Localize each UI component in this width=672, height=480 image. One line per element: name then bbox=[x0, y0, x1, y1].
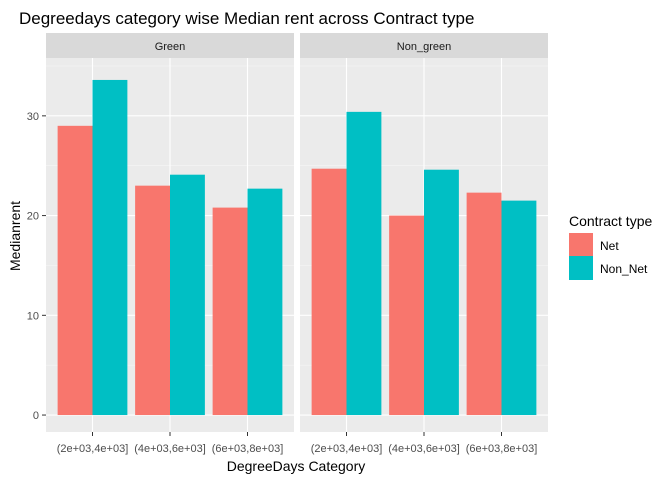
x-axis-title: DegreeDays Category bbox=[227, 458, 366, 474]
y-tick-label: 20 bbox=[27, 211, 39, 223]
facet-panels: Green (2e+03,4e+03] (4e+03,6e+03] (6e+03,8e… bbox=[27, 33, 548, 455]
facet-strip-green bbox=[46, 33, 294, 58]
bar-non-green-non-net-1 bbox=[346, 111, 382, 416]
x-tick-label: (6e+03,8e+03] bbox=[466, 443, 538, 455]
y-axis-title: Medianrent bbox=[7, 201, 23, 271]
bar-green-net-2 bbox=[135, 185, 170, 416]
legend-key-net bbox=[569, 233, 593, 257]
bar-green-net-3 bbox=[212, 207, 248, 416]
y-tick-label: 10 bbox=[27, 310, 39, 322]
x-tick-label: (2e+03,4e+03] bbox=[57, 443, 129, 455]
legend-key-non-net bbox=[569, 256, 593, 280]
x-tick-label: (4e+03,6e+03] bbox=[388, 443, 460, 455]
x-tick-label: (6e+03,8e+03] bbox=[212, 443, 284, 455]
bar-non-green-net-2 bbox=[389, 215, 424, 416]
x-tick-label: (2e+03,4e+03] bbox=[311, 443, 383, 455]
legend-title: Contract type bbox=[569, 213, 652, 229]
y-tick-label: 0 bbox=[33, 410, 39, 422]
legend: Contract type Net Non_Net bbox=[569, 213, 652, 280]
bar-green-net-1 bbox=[57, 125, 93, 416]
x-tick-label: (4e+03,6e+03] bbox=[134, 443, 206, 455]
bar-non-green-non-net-2 bbox=[424, 169, 459, 416]
bar-green-non-net-3 bbox=[247, 188, 283, 416]
bar-green-non-net-2 bbox=[170, 174, 205, 416]
bar-non-green-non-net-3 bbox=[501, 200, 537, 416]
legend-label-non-net: Non_Net bbox=[600, 262, 648, 276]
facet-label-green: Green bbox=[155, 41, 186, 53]
bar-green-non-net-1 bbox=[92, 79, 128, 416]
y-tick-label: 30 bbox=[27, 111, 39, 123]
facet-label-non-green: Non_green bbox=[397, 41, 451, 53]
facet-strip-non-green bbox=[300, 33, 548, 58]
bar-non-green-net-1 bbox=[311, 168, 347, 416]
chart-title: Degreedays category wise Median rent acr… bbox=[19, 9, 474, 28]
legend-label-net: Net bbox=[600, 239, 619, 253]
bar-non-green-net-3 bbox=[466, 192, 502, 416]
